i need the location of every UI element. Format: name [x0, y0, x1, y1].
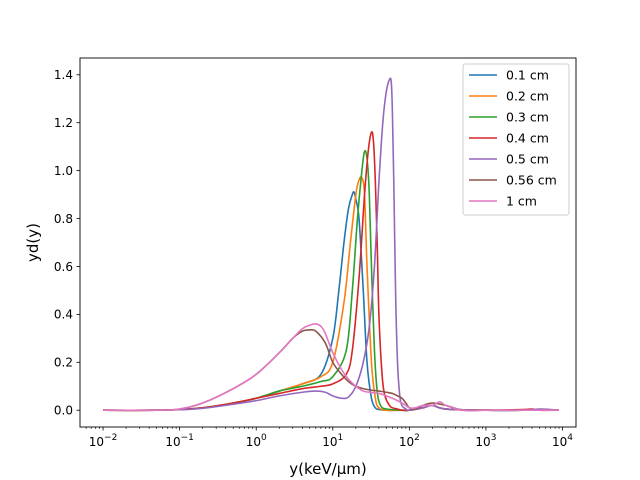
legend-label-5: 0.56 cm [506, 173, 557, 188]
y-tick-label-7: 1.4 [54, 68, 73, 82]
x-tick-label-0: 10−2 [89, 433, 118, 449]
x-tick-label-2: 100 [246, 433, 267, 449]
legend-label-1: 0.2 cm [506, 89, 549, 104]
y-axis-label: yd(y) [24, 223, 42, 262]
axes-layer: 10−2 10−1 100 101 102 103 104 0.0 0.2 0.4 0.6 0.8 1.… [54, 68, 573, 449]
legend-label-0: 0.1 cm [506, 68, 549, 83]
legend-label-4: 0.5 cm [506, 152, 549, 167]
y-tick-label-4: 0.8 [54, 212, 73, 226]
x-axis-label: y(keV/µm) [289, 460, 366, 478]
x-tick-label-1: 10−1 [165, 433, 194, 449]
legend-label-3: 0.4 cm [506, 131, 549, 146]
legend: 0.1 cm 0.2 cm 0.3 cm 0.4 cm 0.5 cm 0.56 cm 1 c… [462, 63, 570, 216]
y-tick-label-2: 0.4 [54, 308, 73, 322]
legend-label-6: 1 cm [506, 194, 537, 209]
x-tick-label-5: 103 [475, 433, 496, 449]
series-layer [103, 77, 560, 412]
x-tick-label-6: 104 [552, 433, 573, 449]
series-line-6 [103, 323, 560, 412]
y-tick-label-6: 1.2 [54, 116, 73, 130]
y-tick-label-3: 0.6 [54, 260, 73, 274]
y-tick-label-1: 0.2 [54, 356, 73, 370]
legend-frame [462, 63, 570, 216]
x-tick-label-4: 102 [399, 433, 420, 449]
y-tick-label-0: 0.0 [54, 404, 73, 418]
legend-label-2: 0.3 cm [506, 110, 549, 125]
x-tick-label-3: 101 [322, 433, 343, 449]
y-tick-label-5: 1.0 [54, 164, 73, 178]
plot-frame [79, 57, 577, 428]
